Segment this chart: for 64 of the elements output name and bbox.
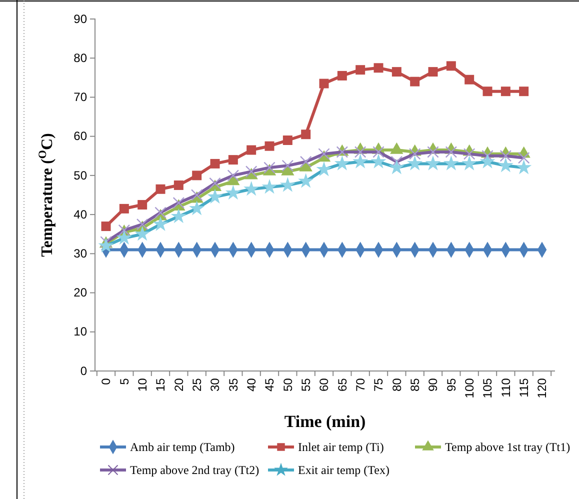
y-tick-label: 80 bbox=[74, 50, 88, 65]
y-tick-label: 30 bbox=[74, 246, 88, 261]
y-tick-label: 70 bbox=[74, 90, 88, 104]
y-tick-label: 40 bbox=[74, 207, 88, 222]
point bbox=[228, 155, 238, 165]
x-tick-label: 120 bbox=[535, 378, 550, 398]
point bbox=[192, 170, 202, 180]
legend-label: Temp above 1st tray (Tt1) bbox=[445, 440, 570, 454]
point bbox=[464, 74, 474, 84]
point bbox=[174, 180, 184, 190]
x-tick-label: 15 bbox=[154, 378, 168, 392]
x-tick-label: 20 bbox=[172, 378, 186, 392]
point bbox=[500, 86, 510, 96]
x-tick-label: 70 bbox=[354, 378, 368, 392]
point bbox=[282, 136, 292, 145]
point bbox=[119, 204, 129, 214]
point bbox=[264, 141, 274, 151]
x-tick-label: 90 bbox=[426, 378, 440, 392]
x-axis-title: Time (min) bbox=[284, 412, 366, 431]
point bbox=[156, 184, 166, 194]
point bbox=[392, 67, 402, 77]
point bbox=[210, 158, 220, 168]
legend-label: Inlet air temp (Ti) bbox=[298, 440, 384, 454]
x-tick-label: 75 bbox=[372, 378, 386, 392]
x-tick-label: 30 bbox=[208, 378, 222, 392]
point bbox=[337, 70, 347, 80]
x-tick-label: 0 bbox=[99, 378, 114, 385]
point bbox=[482, 86, 492, 96]
point bbox=[428, 67, 438, 77]
point bbox=[374, 63, 384, 73]
x-tick-label: 45 bbox=[262, 378, 277, 392]
x-tick-label: 25 bbox=[190, 378, 204, 392]
x-tick-label: 10 bbox=[136, 378, 150, 392]
y-tick-label: 50 bbox=[74, 168, 88, 182]
y-tick-label: 10 bbox=[74, 324, 88, 339]
x-tick-label: 85 bbox=[408, 378, 422, 392]
x-tick-label: 110 bbox=[498, 378, 513, 398]
point bbox=[519, 86, 529, 96]
legend-label: Temp above 2nd tray (Tt2) bbox=[130, 463, 260, 477]
x-tick-label: 105 bbox=[480, 378, 495, 398]
point bbox=[446, 61, 456, 71]
y-tick-label: 90 bbox=[74, 12, 88, 26]
y-tick-label: 20 bbox=[74, 286, 88, 300]
x-tick-label: 95 bbox=[444, 378, 458, 392]
legend-label: Amb air temp (Tamb) bbox=[130, 440, 235, 454]
x-tick-label: 35 bbox=[226, 378, 240, 392]
x-tick-label: 100 bbox=[462, 378, 477, 398]
point bbox=[246, 145, 256, 155]
x-tick-label: 60 bbox=[317, 378, 332, 392]
x-tick-label: 5 bbox=[117, 378, 132, 385]
point bbox=[356, 65, 366, 75]
x-tick-label: 115 bbox=[517, 378, 532, 398]
point bbox=[319, 78, 329, 88]
x-tick-label: 55 bbox=[299, 378, 314, 392]
legend-label: Exit air temp (Tex) bbox=[298, 463, 390, 477]
x-tick-label: 50 bbox=[280, 378, 295, 392]
x-tick-label: 65 bbox=[335, 378, 350, 392]
point bbox=[138, 200, 148, 210]
x-tick-label: 40 bbox=[244, 378, 259, 392]
point bbox=[410, 76, 420, 86]
x-tick-label: 80 bbox=[390, 378, 404, 392]
point bbox=[301, 130, 311, 140]
y-tick-label: 60 bbox=[74, 129, 88, 144]
point bbox=[101, 222, 111, 232]
